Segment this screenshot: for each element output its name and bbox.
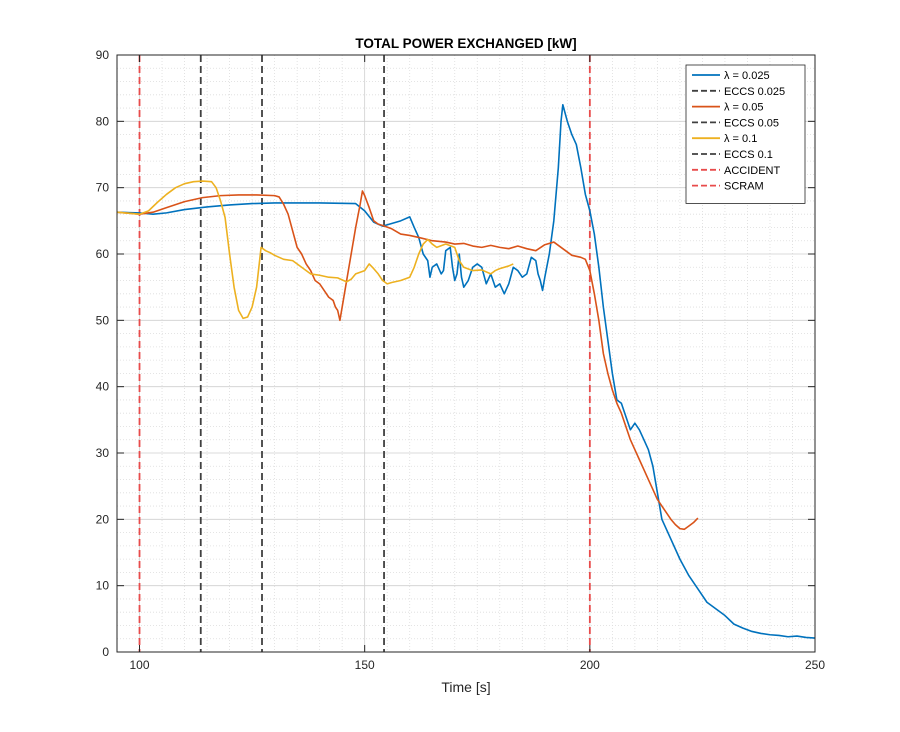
legend-label: λ = 0.025 (724, 70, 770, 82)
y-tick-label: 10 (96, 579, 110, 593)
y-tick-label: 50 (96, 313, 110, 327)
legend-label: λ = 0.1 (724, 133, 757, 145)
y-tick-label: 60 (96, 247, 110, 261)
y-tick-label: 80 (96, 114, 110, 128)
legend-box (685, 64, 806, 204)
x-tick-label: 200 (580, 658, 600, 672)
y-tick-labels: 0 10 20 30 40 50 60 70 80 90 (96, 48, 110, 659)
legend: λ = 0.025 ECCS 0.025 λ = 0.05 ECCS 0.05 λ = … (685, 64, 806, 204)
x-axis-label: Time [s] (441, 679, 490, 695)
series-line-4 (116, 180, 514, 320)
x-tick-label: 150 (355, 658, 375, 672)
series-layer (116, 103, 816, 639)
y-tick-label: 30 (96, 446, 110, 460)
series-line-2 (116, 190, 699, 531)
y-tick-label: 40 (96, 380, 110, 394)
legend-label: SCRAM (724, 181, 764, 193)
legend-label: ECCS 0.1 (724, 149, 773, 161)
y-tick-label: 70 (96, 181, 110, 195)
legend-label: ECCS 0.05 (724, 117, 779, 129)
x-tick-label: 100 (130, 658, 150, 672)
y-tick-label: 0 (102, 645, 109, 659)
y-tick-label: 20 (96, 512, 110, 526)
x-tick-labels: 100 150 200 250 (130, 658, 826, 672)
y-tick-label: 90 (96, 48, 110, 62)
x-tick-label: 250 (805, 658, 825, 672)
series-line-0 (116, 103, 816, 639)
chart-title: TOTAL POWER EXCHANGED [kW] (355, 36, 576, 51)
legend-label: ECCS 0.025 (724, 86, 785, 98)
legend-label: ACCIDENT (724, 165, 781, 177)
vertical-marker-lines (138, 55, 591, 652)
legend-label: λ = 0.05 (724, 102, 763, 114)
axis-ticks (117, 54, 816, 653)
plot-frame (116, 54, 816, 653)
